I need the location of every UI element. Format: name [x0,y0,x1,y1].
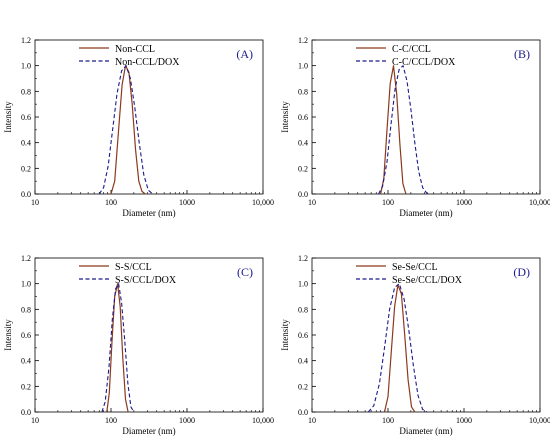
y-tick-label: 0.4 [21,139,31,148]
y-tick-label: 0.2 [298,164,308,173]
y-tick-label: 0.2 [21,382,31,391]
series-line-solid [383,284,416,413]
chart-panel-d: 0.0 0.2 0.4 0.6 0.8 1.0 1.2 10 100 1000 10,000 Diam… [280,254,550,436]
series-line-solid [110,65,146,195]
x-tick-label: 1000 [456,198,472,207]
x-tick-label: 10,000 [252,198,274,207]
y-axis-title: Intensity [280,319,290,351]
series-line-dashed [101,283,135,413]
panel-label: (A) [236,47,253,61]
legend-label: Se-Se/CCL [392,262,438,273]
legend-label: C-C/CCL [392,44,431,55]
x-tick-label: 100 [382,198,394,207]
x-tick-label: 100 [105,198,117,207]
y-tick-label: 1.0 [21,62,31,71]
y-tick-label: 0.8 [298,87,308,96]
series-line-dashed [98,65,154,195]
x-axis-title: Diameter (nm) [399,426,452,436]
y-tick-label: 0.4 [298,357,308,366]
y-tick-label: 1.2 [298,36,308,45]
y-tick-label: 1.2 [21,254,31,263]
chart-panel-c: 0.0 0.2 0.4 0.6 0.8 1.0 1.2 10 100 1000 10,000 Diam… [3,254,274,436]
x-tick-label: 10 [308,416,316,425]
x-tick-label: 1000 [179,198,195,207]
y-axis-title: Intensity [3,101,13,133]
x-tick-label: 10,000 [252,416,274,425]
y-tick-label: 0.4 [21,357,31,366]
y-tick-label: 0.4 [298,139,308,148]
x-tick-label: 1000 [179,416,195,425]
legend-label: C-C/CCL/DOX [392,57,456,68]
x-tick-label: 10,000 [529,416,550,425]
y-tick-label: 0.6 [21,331,31,340]
y-tick-label: 1.0 [21,280,31,289]
x-axis-title: Diameter (nm) [122,426,175,436]
y-tick-label: 0.0 [21,190,31,199]
y-tick-label: 0.8 [21,305,31,314]
x-tick-label: 10 [308,198,316,207]
x-tick-label: 100 [105,416,117,425]
series-line-solid [106,283,129,413]
legend-label: S-S/CCL/DOX [115,275,177,286]
y-tick-label: 0.2 [21,164,31,173]
x-tick-label: 100 [382,416,394,425]
x-tick-label: 10 [31,198,39,207]
y-tick-label: 0.6 [298,113,308,122]
chart-panel-b: 0.0 0.2 0.4 0.6 0.8 1.0 1.2 10 100 1000 10,000 Diam… [280,36,550,218]
x-tick-label: 10,000 [529,198,550,207]
y-tick-label: 0.0 [21,408,31,417]
y-tick-label: 0.2 [298,382,308,391]
series-line-dashed [367,283,428,413]
x-axis-title: Diameter (nm) [399,208,452,218]
chart-panel-a: 0.0 0.2 0.4 0.6 0.8 1.0 1.2 10 100 1000 10,000 Diam… [3,36,274,218]
y-tick-label: 1.0 [298,280,308,289]
y-axis-title: Intensity [3,319,13,351]
x-tick-label: 10 [31,416,39,425]
series-line-solid [380,65,407,195]
panel-label: (C) [237,265,253,279]
y-tick-label: 0.6 [298,331,308,340]
y-tick-label: 1.2 [298,254,308,263]
y-tick-label: 0.0 [298,190,308,199]
panel-label: (B) [514,47,530,61]
x-axis-title: Diameter (nm) [122,208,175,218]
legend-label: Non-CCL/DOX [115,57,180,68]
y-tick-label: 1.2 [21,36,31,45]
panel-label: (D) [513,265,530,279]
y-tick-label: 0.6 [21,113,31,122]
legend-label: Non-CCL [115,44,155,55]
y-axis-title: Intensity [280,101,290,133]
series-line-dashed [378,65,431,195]
legend-label: Se-Se/CCL/DOX [392,275,463,286]
y-tick-label: 0.8 [21,87,31,96]
x-tick-label: 1000 [456,416,472,425]
y-tick-label: 0.0 [298,408,308,417]
y-tick-label: 1.0 [298,62,308,71]
legend-label: S-S/CCL [115,262,152,273]
y-tick-label: 0.8 [298,305,308,314]
